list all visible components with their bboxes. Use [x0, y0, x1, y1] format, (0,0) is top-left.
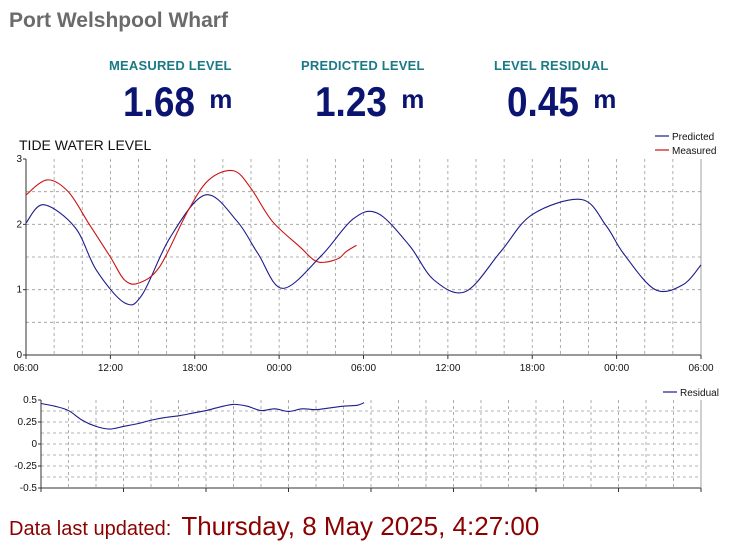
level-residual-value-group: 0.45 m [507, 78, 616, 126]
level-residual-value: 0.45 [507, 78, 579, 125]
legend-label-residual: Residual [680, 388, 719, 399]
predicted-level-value-group: 1.23 m [315, 78, 424, 126]
chart-title: TIDE WATER LEVEL [19, 137, 151, 153]
y-tick-label: 0 [31, 439, 37, 450]
x-tick-label: 18:00 [520, 363, 545, 374]
measured-line [25, 169, 357, 285]
predicted-level-unit: m [401, 84, 425, 114]
measured-level-value-group: 1.68 m [123, 78, 232, 126]
legend-label-predicted: Predicted [672, 132, 714, 143]
residual-line [40, 402, 365, 430]
grid-lines [26, 159, 701, 355]
measured-level-stat: MEASURED LEVEL 1.68 m [109, 58, 232, 125]
predicted-level-value: 1.23 [315, 78, 387, 125]
level-residual-label: LEVEL RESIDUAL [494, 58, 609, 73]
measured-level-value: 1.68 [123, 78, 195, 125]
y-tick-label: 3 [16, 154, 22, 165]
y-tick-label: 0 [16, 350, 22, 361]
x-tick-label: 18:00 [182, 363, 207, 374]
y-tick-label: -0.25 [14, 461, 37, 472]
x-tick-label: 12:00 [98, 363, 123, 374]
x-tick-label: 00:00 [604, 363, 629, 374]
y-tick-label: 0.25 [18, 417, 38, 428]
predicted-level-label: PREDICTED LEVEL [301, 58, 425, 73]
predicted-line [25, 194, 702, 306]
measured-level-unit: m [209, 84, 233, 114]
y-tick-label: 1 [16, 285, 22, 296]
x-tick-label: 06:00 [688, 363, 713, 374]
x-tick-label: 12:00 [435, 363, 460, 374]
footer: Data last updated: Thursday, 8 May 2025, … [9, 511, 539, 542]
level-residual-unit: m [593, 84, 617, 114]
x-tick-label: 06:00 [351, 363, 376, 374]
last-updated-label: Data last updated: [9, 518, 172, 540]
residual-chart: -0.5 -0.25 0 0.25 0.5 Residual [14, 388, 719, 494]
y-tick-label: 0.5 [23, 395, 37, 406]
station-title: Port Welshpool Wharf [9, 9, 228, 32]
predicted-level-stat: PREDICTED LEVEL 1.23 m [301, 58, 425, 125]
measured-level-label: MEASURED LEVEL [109, 58, 232, 73]
level-residual-stat: LEVEL RESIDUAL 0.45 m [494, 58, 616, 125]
y-tick-label: -0.5 [20, 483, 38, 494]
y-tick-label: 2 [16, 219, 22, 230]
x-tick-label: 06:00 [13, 363, 38, 374]
legend-label-measured: Measured [672, 146, 716, 157]
tide-water-level-chart: 0 1 2 3 06:00 12:00 18:00 00:00 06:00 12:00 18:00 0… [13, 132, 716, 374]
grid-lines [41, 400, 701, 488]
last-updated-value: Thursday, 8 May 2025, 4:27:00 [181, 511, 540, 541]
x-tick-label: 00:00 [267, 363, 292, 374]
